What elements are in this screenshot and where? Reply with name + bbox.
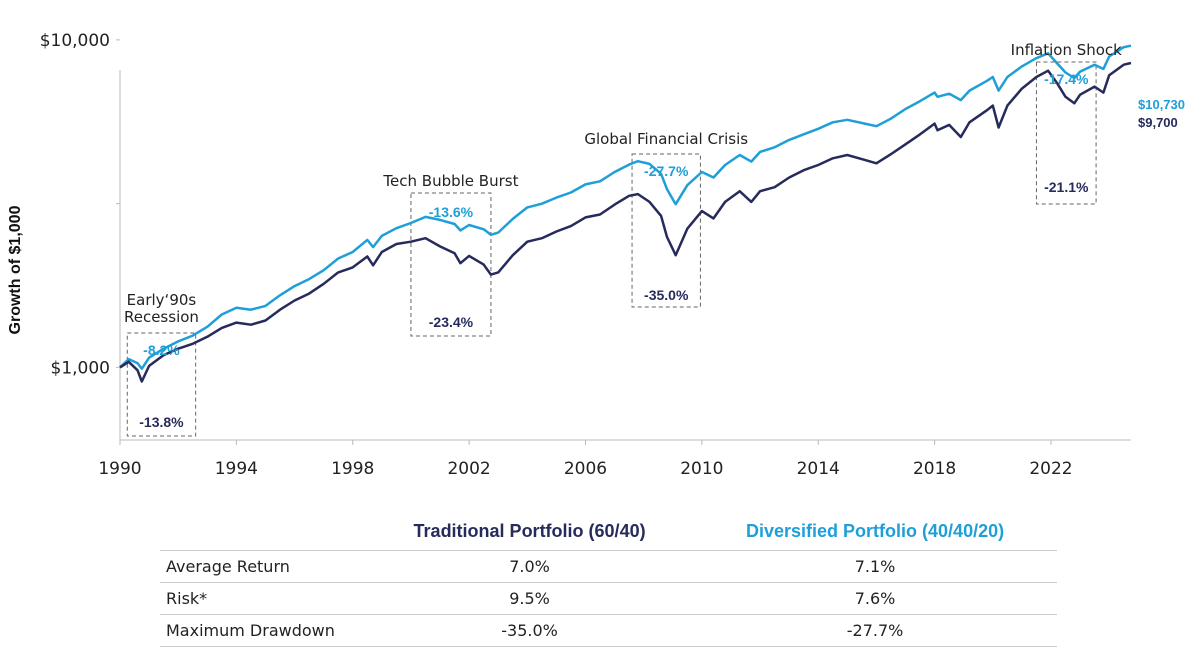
annotation-box-tech (410, 192, 492, 337)
annotation-title-inflation: Inflation Shock (1011, 41, 1123, 59)
diversified-value: -27.7% (693, 614, 1057, 647)
y-tick-label: $10,000 (40, 31, 110, 51)
diversified-value: 7.6% (693, 582, 1057, 615)
portfolio-stats-table: Traditional Portfolio (60/40) Diversifie… (160, 512, 1057, 647)
x-tick-label: 2010 (680, 459, 723, 479)
x-tick-label: 1994 (215, 459, 258, 479)
annotation-diversified-drawdown: -17.4% (1044, 71, 1089, 87)
traditional-value: 9.5% (366, 582, 694, 615)
annotation-boxes (126, 61, 1097, 437)
traditional-value: -35.0% (366, 614, 694, 647)
table-header-row: Traditional Portfolio (60/40) Diversifie… (160, 512, 1057, 551)
table-header-blank (160, 512, 366, 551)
growth-chart: $1,000 $10,000 Growth of $1,000 1990 1994 199… (7, 31, 1185, 479)
annotation-title-early90s: Early‘90s (127, 291, 197, 309)
series-line-diversified (119, 44, 1132, 371)
annotation-box-gfc (631, 153, 701, 308)
row-label: Average Return (160, 550, 366, 583)
diversified-value: 7.1% (693, 550, 1057, 583)
header-traditional: Traditional Portfolio (60/40) (413, 520, 646, 541)
annotation-title-tech: Tech Bubble Burst (382, 172, 518, 190)
x-tick-label: 1990 (98, 459, 141, 479)
annotation-traditional-drawdown: -13.8% (139, 414, 184, 430)
x-tick-label: 2018 (913, 459, 956, 479)
x-tick-label: 1998 (331, 459, 374, 479)
end-label-diversified: $10,730 (1138, 97, 1185, 112)
annotation-title-gfc: Global Financial Crisis (584, 130, 748, 148)
annotation-title-early90s: Recession (124, 308, 199, 326)
table-row: Risk* 9.5% 7.6% (160, 582, 1057, 615)
x-tick-label: 2006 (564, 459, 607, 479)
row-label: Risk* (160, 582, 366, 615)
row-label: Maximum Drawdown (160, 614, 366, 647)
table-row: Maximum Drawdown -35.0% -27.7% (160, 614, 1057, 647)
table-row: Average Return 7.0% 7.1% (160, 550, 1057, 583)
series-lines (119, 44, 1132, 383)
x-tick-label: 2002 (447, 459, 490, 479)
chart-axes: $1,000 $10,000 Growth of $1,000 1990 1994 199… (7, 31, 1131, 479)
end-label-traditional: $9,700 (1138, 115, 1178, 130)
x-tick-label: 2022 (1029, 459, 1072, 479)
annotation-diversified-drawdown: -13.6% (429, 204, 474, 220)
traditional-value: 7.0% (366, 550, 694, 583)
y-tick-label: $1,000 (51, 358, 110, 378)
series-line-traditional (119, 61, 1132, 383)
annotation-box-early90s (126, 332, 197, 437)
annotation-traditional-drawdown: -21.1% (1044, 179, 1089, 195)
annotation-traditional-drawdown: -23.4% (429, 314, 474, 330)
annotation-traditional-drawdown: -35.0% (644, 287, 689, 303)
annotation-box-inflation (1035, 61, 1097, 205)
annotation-diversified-drawdown: -27.7% (644, 163, 689, 179)
header-diversified: Diversified Portfolio (40/40/20) (746, 520, 1005, 541)
annotation-diversified-drawdown: -8.2% (143, 342, 180, 358)
x-tick-label: 2014 (797, 459, 840, 479)
y-axis-title: Growth of $1,000 (7, 205, 24, 334)
